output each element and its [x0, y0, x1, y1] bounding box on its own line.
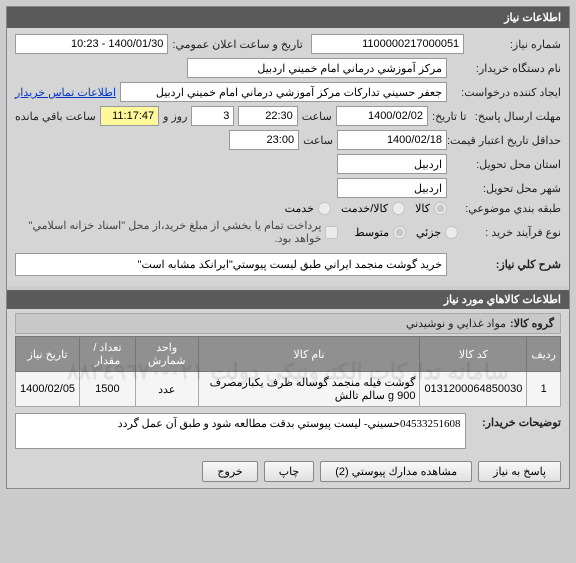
reply-deadline-label: مهلت ارسال پاسخ:	[470, 110, 561, 123]
remaining-days-field: 3	[191, 106, 234, 126]
city-field: اردبيل	[337, 178, 447, 198]
announce-label: تاريخ و ساعت اعلان عمومي:	[172, 38, 302, 51]
city-label: شهر محل تحويل:	[451, 182, 561, 195]
cell-code: 0131200064850030	[420, 372, 527, 407]
exit-button[interactable]: خروج	[202, 461, 257, 482]
items-table: رديف كد كالا نام كالا واحد شمارش تعداد /…	[15, 336, 561, 407]
classification-label: طبقه بندي موضوعي:	[451, 202, 561, 215]
cell-unit: عدد	[135, 372, 198, 407]
classification-radios: كالا كالا/خدمت خدمت	[285, 202, 447, 215]
process-radios: جزئي متوسط	[354, 226, 458, 239]
province-label: استان محل تحويل:	[451, 158, 561, 171]
cls-goods-radio[interactable]: كالا	[415, 202, 447, 215]
col-code: كد كالا	[420, 337, 527, 372]
col-row: رديف	[527, 337, 561, 372]
buyer-notes-label: توضيحات خريدار:	[470, 413, 561, 429]
remaining-label: ساعت باقي مانده	[15, 110, 96, 123]
group-label: گروه كالا:	[510, 317, 554, 330]
need-no-field: 1100000217000051	[311, 34, 464, 54]
validity-time-field: 23:00	[229, 130, 299, 150]
creator-field: جعفر حسيني تداركات مركز آموزشي درماني ام…	[120, 82, 447, 102]
print-button[interactable]: چاپ	[264, 461, 315, 482]
to-date-label: تا تاريخ:	[432, 110, 466, 123]
days-label: روز و	[163, 110, 187, 123]
attachments-button[interactable]: مشاهده مدارك پيوستي (2)	[320, 461, 472, 482]
remaining-time-field: 11:17:47	[100, 106, 159, 126]
cell-date: 1400/02/05	[16, 372, 80, 407]
need-info-panel: اطلاعات نياز شماره نياز: 110000021700005…	[6, 6, 570, 489]
cell-qty: 1500	[80, 372, 136, 407]
proc-small-radio[interactable]: جزئي	[416, 226, 458, 239]
cls-goods-service-radio[interactable]: كالا/خدمت	[341, 202, 405, 215]
items-area: گروه كالا: مواد غذايي و نوشيدني سامانه ت…	[7, 309, 569, 455]
reply-button[interactable]: پاسخ به نياز	[478, 461, 561, 482]
validity-date-field: 1400/02/18	[337, 130, 447, 150]
cell-name: گوشت فيله منجمد گوساله ظرف يكبارمصرف 900…	[198, 372, 420, 407]
desc-field: خريد گوشت منجمد ايراني طبق ليست پيوستي"ا…	[15, 253, 447, 276]
announce-field: 1400/01/30 - 10:23	[15, 34, 168, 54]
buyer-field: مركز آموزشي درماني امام خميني اردبيل	[187, 58, 447, 78]
creator-label: ايجاد كننده درخواست:	[451, 86, 561, 99]
time-label-1: ساعت	[302, 110, 332, 123]
proc-medium-radio[interactable]: متوسط	[354, 226, 406, 239]
col-date: تاريخ نياز	[16, 337, 80, 372]
payment-checkbox[interactable]: پرداخت تمام يا بخشي از مبلغ خريد،از محل …	[15, 219, 338, 245]
panel-body: شماره نياز: 1100000217000051 تاريخ و ساع…	[7, 28, 569, 286]
cls-service-radio[interactable]: خدمت	[285, 202, 331, 215]
col-name: نام كالا	[198, 337, 420, 372]
items-section-title: اطلاعات كالاهاي مورد نياز	[7, 290, 569, 309]
buyer-label: نام دستگاه خريدار:	[451, 62, 561, 75]
panel-header: اطلاعات نياز	[7, 7, 569, 28]
reply-date-field: 1400/02/02	[336, 106, 428, 126]
process-label: نوع فرآيند خريد :	[462, 226, 561, 239]
contact-link[interactable]: اطلاعات تماس خريدار	[15, 86, 116, 99]
col-qty: تعداد / مقدار	[80, 337, 136, 372]
desc-label: شرح كلي نياز:	[451, 258, 561, 271]
validity-label: حداقل تاريخ اعتبار قيمت: تا تاريخ:	[451, 134, 561, 147]
time-label-2: ساعت	[303, 134, 333, 147]
need-no-label: شماره نياز:	[468, 38, 561, 51]
province-field: اردبيل	[337, 154, 447, 174]
group-value: مواد غذايي و نوشيدني	[406, 317, 506, 330]
table-row[interactable]: 1 0131200064850030 گوشت فيله منجمد گوسال…	[16, 372, 561, 407]
col-unit: واحد شمارش	[135, 337, 198, 372]
panel-title: اطلاعات نياز	[504, 12, 561, 24]
buyer-notes-field	[15, 413, 466, 449]
reply-time-field: 22:30	[238, 106, 297, 126]
cell-idx: 1	[527, 372, 561, 407]
button-row: پاسخ به نياز مشاهده مدارك پيوستي (2) چاپ…	[7, 455, 569, 488]
